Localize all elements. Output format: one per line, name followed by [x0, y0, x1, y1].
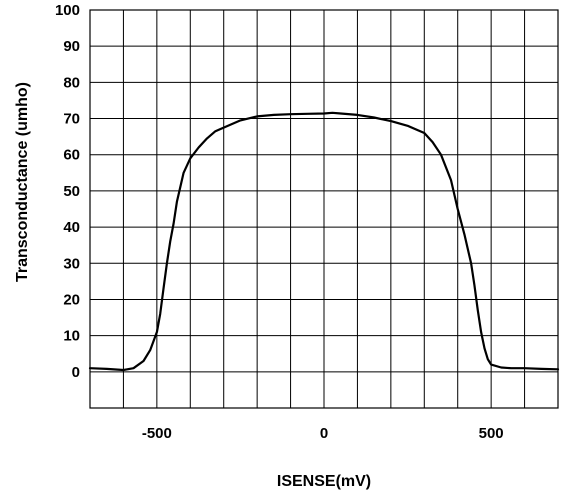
y-tick-labels: 0 10 20 30 40 50 60 70 80 90 100: [55, 2, 80, 381]
y-tick-label: 20: [63, 291, 80, 308]
y-axis-title: Transconductance (umho): [14, 82, 31, 282]
x-tick-label: 500: [479, 425, 504, 442]
y-tick-label: 100: [55, 2, 80, 19]
y-tick-label: 80: [63, 74, 80, 91]
y-tick-label: 60: [63, 147, 80, 164]
x-tick-label: 0: [320, 425, 328, 442]
grid: [90, 10, 558, 408]
y-tick-label: 70: [63, 111, 80, 128]
plot-frame: [89, 9, 559, 409]
series-line: [88, 111, 560, 372]
x-tick-labels: -500 0 500: [142, 425, 504, 442]
y-tick-label: 90: [63, 38, 80, 55]
y-tick-label: 40: [63, 219, 80, 236]
y-tick-label: 10: [63, 328, 80, 345]
y-tick-label: 0: [72, 364, 80, 381]
y-tick-label: 50: [63, 183, 80, 200]
series-group: [88, 111, 560, 372]
x-axis-title: ISENSE(mV): [277, 473, 371, 490]
y-tick-label: 30: [63, 255, 80, 272]
x-tick-label: -500: [142, 425, 172, 442]
